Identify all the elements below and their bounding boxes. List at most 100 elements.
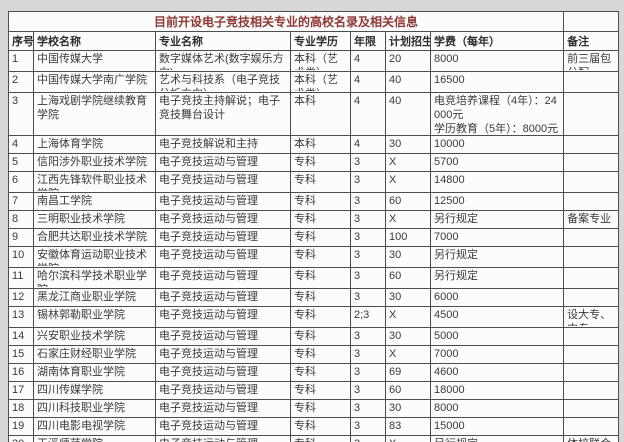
- cell-text: 电子竞技运动与管理: [159, 330, 258, 342]
- cell-text: 电子竞技主持解说；电子竞技舞台设计: [159, 95, 280, 121]
- cell-quota: 60: [385, 381, 431, 400]
- cell-text: 电子竞技运动与管理: [159, 231, 258, 243]
- column-header-remark: 备注: [563, 31, 620, 51]
- cell-text: 专科: [294, 420, 316, 432]
- cell-text: 30: [389, 138, 402, 150]
- cell-remark: [563, 399, 620, 418]
- cell-school: 锡林郭勒职业学院: [33, 306, 156, 328]
- cell-quota: X: [385, 306, 431, 328]
- table-row: 15 石家庄财经职业学院 电子竞技运动与管理 专科 3 X 7000: [8, 345, 620, 364]
- cell-text: 14800: [434, 174, 465, 186]
- cell-tuition: 14800: [429, 171, 565, 193]
- cell-remark: [563, 363, 620, 382]
- cell-text: 本科: [294, 138, 316, 150]
- cell-degree: 专科: [290, 363, 351, 382]
- cell-quota: 100: [385, 228, 431, 247]
- cell-text: 20: [389, 53, 402, 65]
- cell-text: 另行规定: [434, 437, 560, 442]
- cell-text: 黑龙江商业职业学院: [37, 291, 136, 303]
- cell-text: 四川传媒学院: [37, 384, 103, 396]
- cell-major: 电子竞技运动与管理: [155, 435, 291, 442]
- cell-text: 40: [389, 74, 402, 86]
- cell-text: 3: [354, 270, 361, 282]
- cell-index: 9: [8, 228, 34, 247]
- cell-index: 7: [8, 192, 34, 211]
- cell-school: 江西先锋软件职业技术学院: [33, 171, 156, 193]
- cell-degree: 专科: [290, 210, 351, 229]
- table-row: 11 哈尔滨科学技术职业学院电子竞技运动与管理 专科 3 60 另行规定: [8, 267, 620, 289]
- cell-text: 锡林郭勒职业学院: [37, 309, 125, 321]
- cell-text: X: [389, 174, 397, 186]
- table-row: 8 三明职业技术学院 电子竞技运动与管理 专科 3 X 另行规定 备案专业: [8, 210, 620, 229]
- cell-text: 专科: [294, 384, 316, 396]
- cell-school: 三明职业技术学院: [33, 210, 156, 229]
- cell-text: 另行规定: [434, 249, 478, 261]
- cell-text: 3: [354, 174, 361, 186]
- cell-text: 15: [12, 348, 25, 360]
- cell-tuition: 15000: [429, 417, 565, 436]
- cell-text: X: [389, 348, 397, 360]
- cell-text: 石家庄财经职业学院: [37, 348, 136, 360]
- cell-text: 60: [389, 270, 402, 282]
- cell-major: 电子竞技主持解说；电子竞技舞台设计: [155, 92, 291, 136]
- cell-remark: 设大专、中专: [563, 306, 620, 328]
- cell-text: 哈尔滨科学技术职业学院: [37, 270, 147, 287]
- title-row: 目前开设电子竞技相关专业的高校名录及相关信息: [7, 11, 620, 32]
- cell-tuition: 另行规定: [429, 435, 565, 442]
- cell-text: 信阳涉外职业技术学院: [37, 156, 147, 168]
- cell-tuition: 7000: [429, 345, 565, 364]
- cell-text: 艺术与科技系（电子竞技分析方向）: [159, 74, 280, 91]
- cell-degree: 专科: [290, 171, 351, 193]
- cell-text: 3: [12, 95, 19, 107]
- table-title: 目前开设电子竞技相关专业的高校名录及相关信息: [7, 11, 565, 32]
- cell-quota: 40: [385, 92, 431, 136]
- cell-major: 电子竞技运动与管理: [155, 306, 291, 328]
- cell-text: 3: [354, 402, 361, 414]
- cell-school: 中国传媒大学南广学院: [33, 71, 156, 93]
- cell-tuition: 另行规定: [429, 246, 565, 268]
- cell-text: 3: [354, 437, 382, 442]
- cell-text: 12500: [434, 195, 465, 207]
- cell-text: 专科: [294, 291, 316, 303]
- cell-text: 40: [389, 95, 402, 107]
- cell-school: 黑龙江商业职业学院: [33, 288, 156, 307]
- cell-index: 10: [8, 246, 34, 268]
- table-row: 4 上海体育学院 电子竞技解说和主持 本科 4 30 10000: [8, 135, 620, 154]
- cell-text: 前三届包分配: [567, 53, 612, 70]
- cell-remark: 备案专业: [563, 210, 620, 229]
- cell-text: 3: [354, 291, 361, 303]
- cell-remark: [563, 228, 620, 247]
- cell-major: 电子竞技运动与管理: [155, 288, 291, 307]
- cell-tuition: 4500: [429, 306, 565, 328]
- table-row: 7 南昌工学院 电子竞技运动与管理 专科 3 60 12500: [8, 192, 620, 211]
- cell-text: 中国传媒大学南广学院: [37, 74, 147, 86]
- cell-remark: 体校联合办学: [563, 435, 620, 442]
- cell-text: 8000: [434, 53, 459, 65]
- cell-major: 数字媒体艺术(数字娱乐方向): [155, 50, 291, 72]
- cell-text: 专科: [294, 270, 316, 282]
- cell-years: 3: [350, 327, 386, 346]
- cell-degree: 专科: [290, 306, 351, 328]
- cell-school: 中国传媒大学: [33, 50, 156, 72]
- cell-text: 6: [12, 174, 19, 186]
- cell-text: 7: [12, 195, 19, 207]
- column-header-school: 学校名称: [33, 31, 156, 51]
- cell-text: 18000: [434, 384, 465, 396]
- cell-major: 电子竞技运动与管理: [155, 228, 291, 247]
- cell-text: 数字媒体艺术(数字娱乐方向): [159, 53, 284, 70]
- cell-degree: 本科（艺术类）: [290, 50, 351, 72]
- cell-text: 20: [12, 437, 30, 442]
- cell-major: 电子竞技解说和主持: [155, 135, 291, 154]
- cell-remark: [563, 171, 620, 193]
- cell-degree: 专科: [290, 435, 351, 442]
- cell-degree: 专科: [290, 192, 351, 211]
- cell-years: 3: [350, 228, 386, 247]
- cell-text: 3: [354, 156, 361, 168]
- cell-text: 13: [12, 309, 25, 321]
- cell-index: 8: [8, 210, 34, 229]
- cell-quota: 60: [385, 192, 431, 211]
- cell-remark: [563, 71, 620, 93]
- cell-degree: 本科: [290, 92, 351, 136]
- cell-school: 玉溪师范学院: [33, 435, 156, 442]
- cell-school: 兴安职业技术学院: [33, 327, 156, 346]
